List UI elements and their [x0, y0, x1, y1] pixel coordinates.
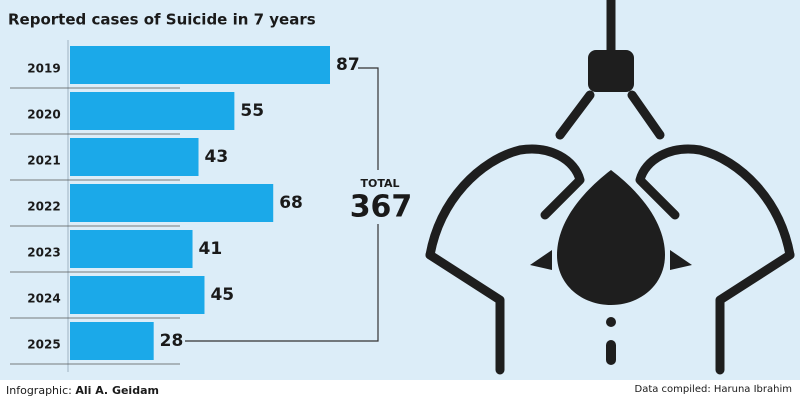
y-tick-label: 2022 — [27, 200, 60, 214]
total-box — [348, 170, 412, 224]
value-label: 41 — [199, 239, 223, 259]
dot — [606, 317, 616, 327]
icon — [425, 0, 795, 375]
footer-source: Data compiled: Haruna Ibrahim — [635, 384, 793, 395]
credit-name: Ali A. Geidam — [75, 384, 159, 397]
y-tick-label: 2020 — [27, 108, 60, 122]
bar — [70, 230, 193, 268]
footer-background — [0, 380, 800, 400]
bar — [70, 92, 235, 130]
value-label: 87 — [336, 55, 360, 75]
body — [425, 250, 795, 375]
footer-credit: Infographic: Ali A. Geidam — [6, 384, 159, 397]
tears — [530, 250, 692, 270]
knot — [588, 50, 634, 92]
credit-label: Infographic: — [6, 384, 72, 397]
bar — [70, 322, 154, 360]
value-label: 45 — [210, 285, 234, 305]
total-label: TOTAL — [360, 177, 399, 190]
value-label: 43 — [205, 147, 229, 167]
bar — [70, 184, 274, 222]
y-tick-label: 2025 — [27, 338, 60, 352]
chart-title: Reported cases of Suicide in 7 years — [8, 11, 316, 29]
y-tick-label: 2023 — [27, 246, 60, 260]
bar — [70, 138, 199, 176]
value-label: 28 — [160, 331, 184, 351]
value-label: 55 — [240, 101, 264, 121]
bar — [70, 276, 205, 314]
y-tick-label: 2019 — [27, 62, 60, 76]
noose — [555, 90, 665, 140]
dot — [606, 340, 616, 365]
y-tick-label: 2024 — [27, 292, 60, 306]
bars: 2019 87 2020 55 2021 43 2022 68 2023 41 2024 45 2025… — [10, 46, 360, 365]
arms — [425, 144, 795, 260]
value-label: 68 — [279, 193, 303, 213]
y-tick-label: 2021 — [27, 154, 60, 168]
bar — [70, 46, 330, 84]
total-value: 367 — [350, 190, 413, 225]
head — [557, 170, 665, 305]
